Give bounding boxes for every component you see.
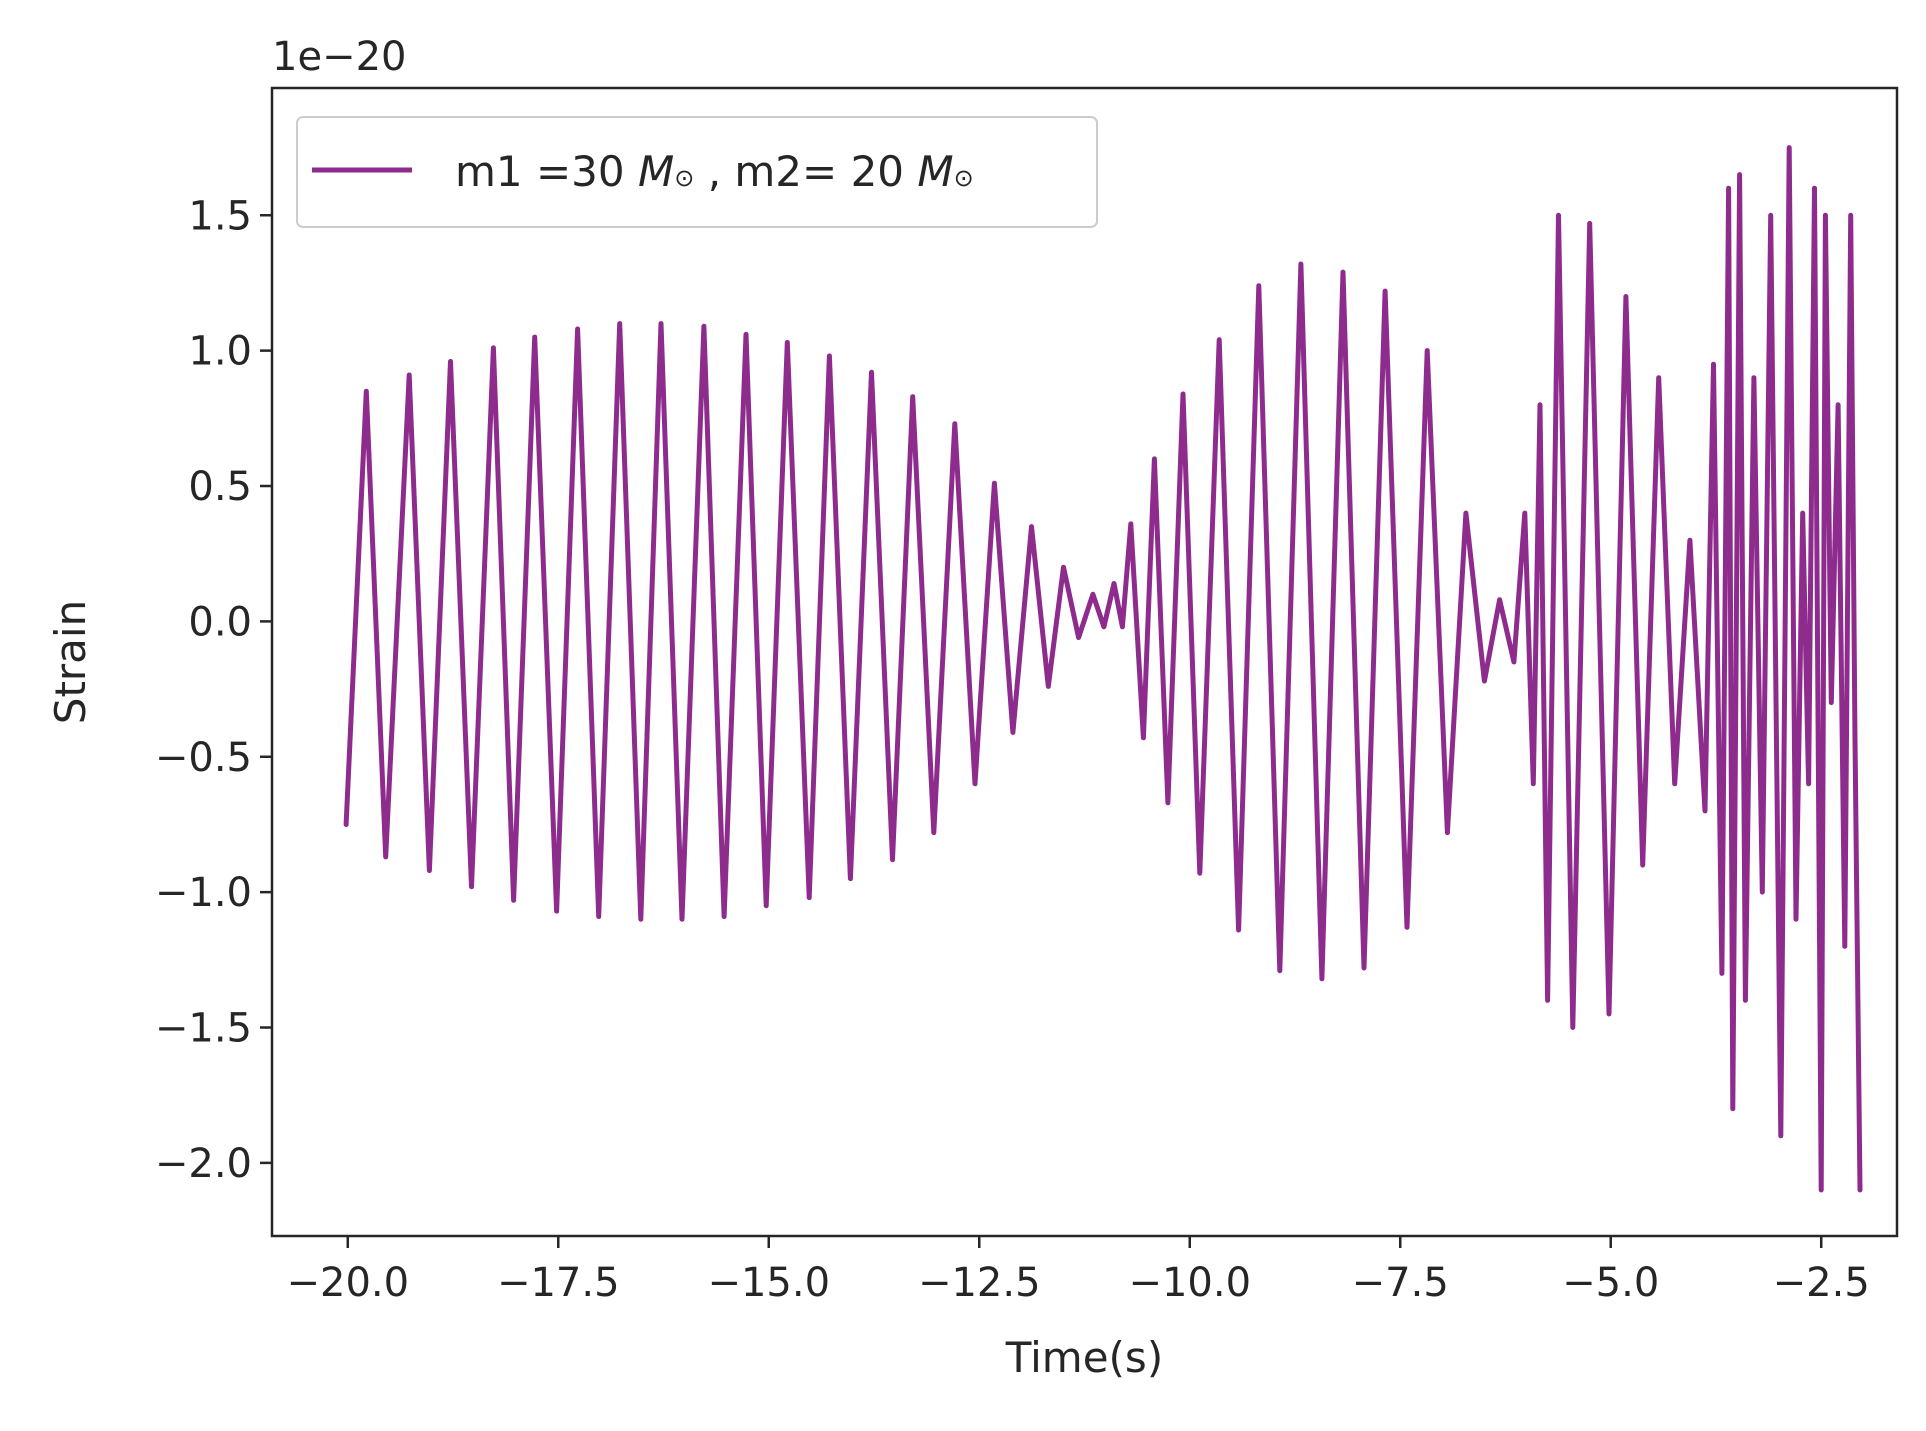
x-tick-label: −20.0 bbox=[286, 1260, 409, 1306]
axis-offset-text: 1e−20 bbox=[272, 34, 406, 80]
x-tick-label: −5.0 bbox=[1562, 1260, 1659, 1306]
legend-box bbox=[296, 116, 1098, 228]
x-axis-label: Time(s) bbox=[1005, 1333, 1163, 1382]
legend: m1 =30 M⊙ , m2= 20 M⊙ bbox=[296, 116, 1098, 228]
x-tick-label: −12.5 bbox=[918, 1260, 1041, 1306]
legend-label: m1 =30 M⊙ , m2= 20 M⊙ bbox=[455, 147, 974, 196]
x-tick-label: −2.5 bbox=[1773, 1260, 1870, 1306]
x-tick-label: −17.5 bbox=[497, 1260, 620, 1306]
x-axis-ticks: −20.0 −17.5 −15.0 −12.5 −10.0 −7.5 −5.0 −2.5 bbox=[286, 1236, 1870, 1306]
legend-label-part: m1 =30 bbox=[455, 147, 638, 196]
x-tick-label: −7.5 bbox=[1352, 1260, 1449, 1306]
y-tick-label: 0.5 bbox=[188, 464, 252, 510]
legend-label-part: ⊙ bbox=[674, 164, 694, 192]
y-tick-label: −1.0 bbox=[155, 870, 252, 916]
y-axis-ticks: −2.0 −1.5 −1.0 −0.5 0.0 0.5 1.0 1.5 bbox=[155, 193, 272, 1187]
legend-label-part: M bbox=[638, 147, 674, 196]
axes-frame bbox=[270, 86, 1899, 1238]
legend-label-part: ⊙ bbox=[954, 164, 974, 192]
y-tick-label: 1.0 bbox=[188, 329, 252, 375]
y-tick-label: 1.5 bbox=[188, 193, 252, 239]
x-tick-label: −15.0 bbox=[707, 1260, 830, 1306]
x-tick-label: −10.0 bbox=[1128, 1260, 1251, 1306]
strain-series-line bbox=[343, 145, 1863, 1193]
y-tick-label: −0.5 bbox=[155, 735, 252, 781]
y-tick-label: 0.0 bbox=[188, 599, 252, 645]
y-tick-label: −1.5 bbox=[155, 1006, 252, 1052]
legend-label-part: M bbox=[917, 147, 953, 196]
plot-area bbox=[343, 145, 1863, 1193]
legend-label-part: , m2= 20 bbox=[694, 147, 917, 196]
y-axis-label: Strain bbox=[46, 600, 95, 724]
y-tick-label: −2.0 bbox=[155, 1141, 252, 1187]
